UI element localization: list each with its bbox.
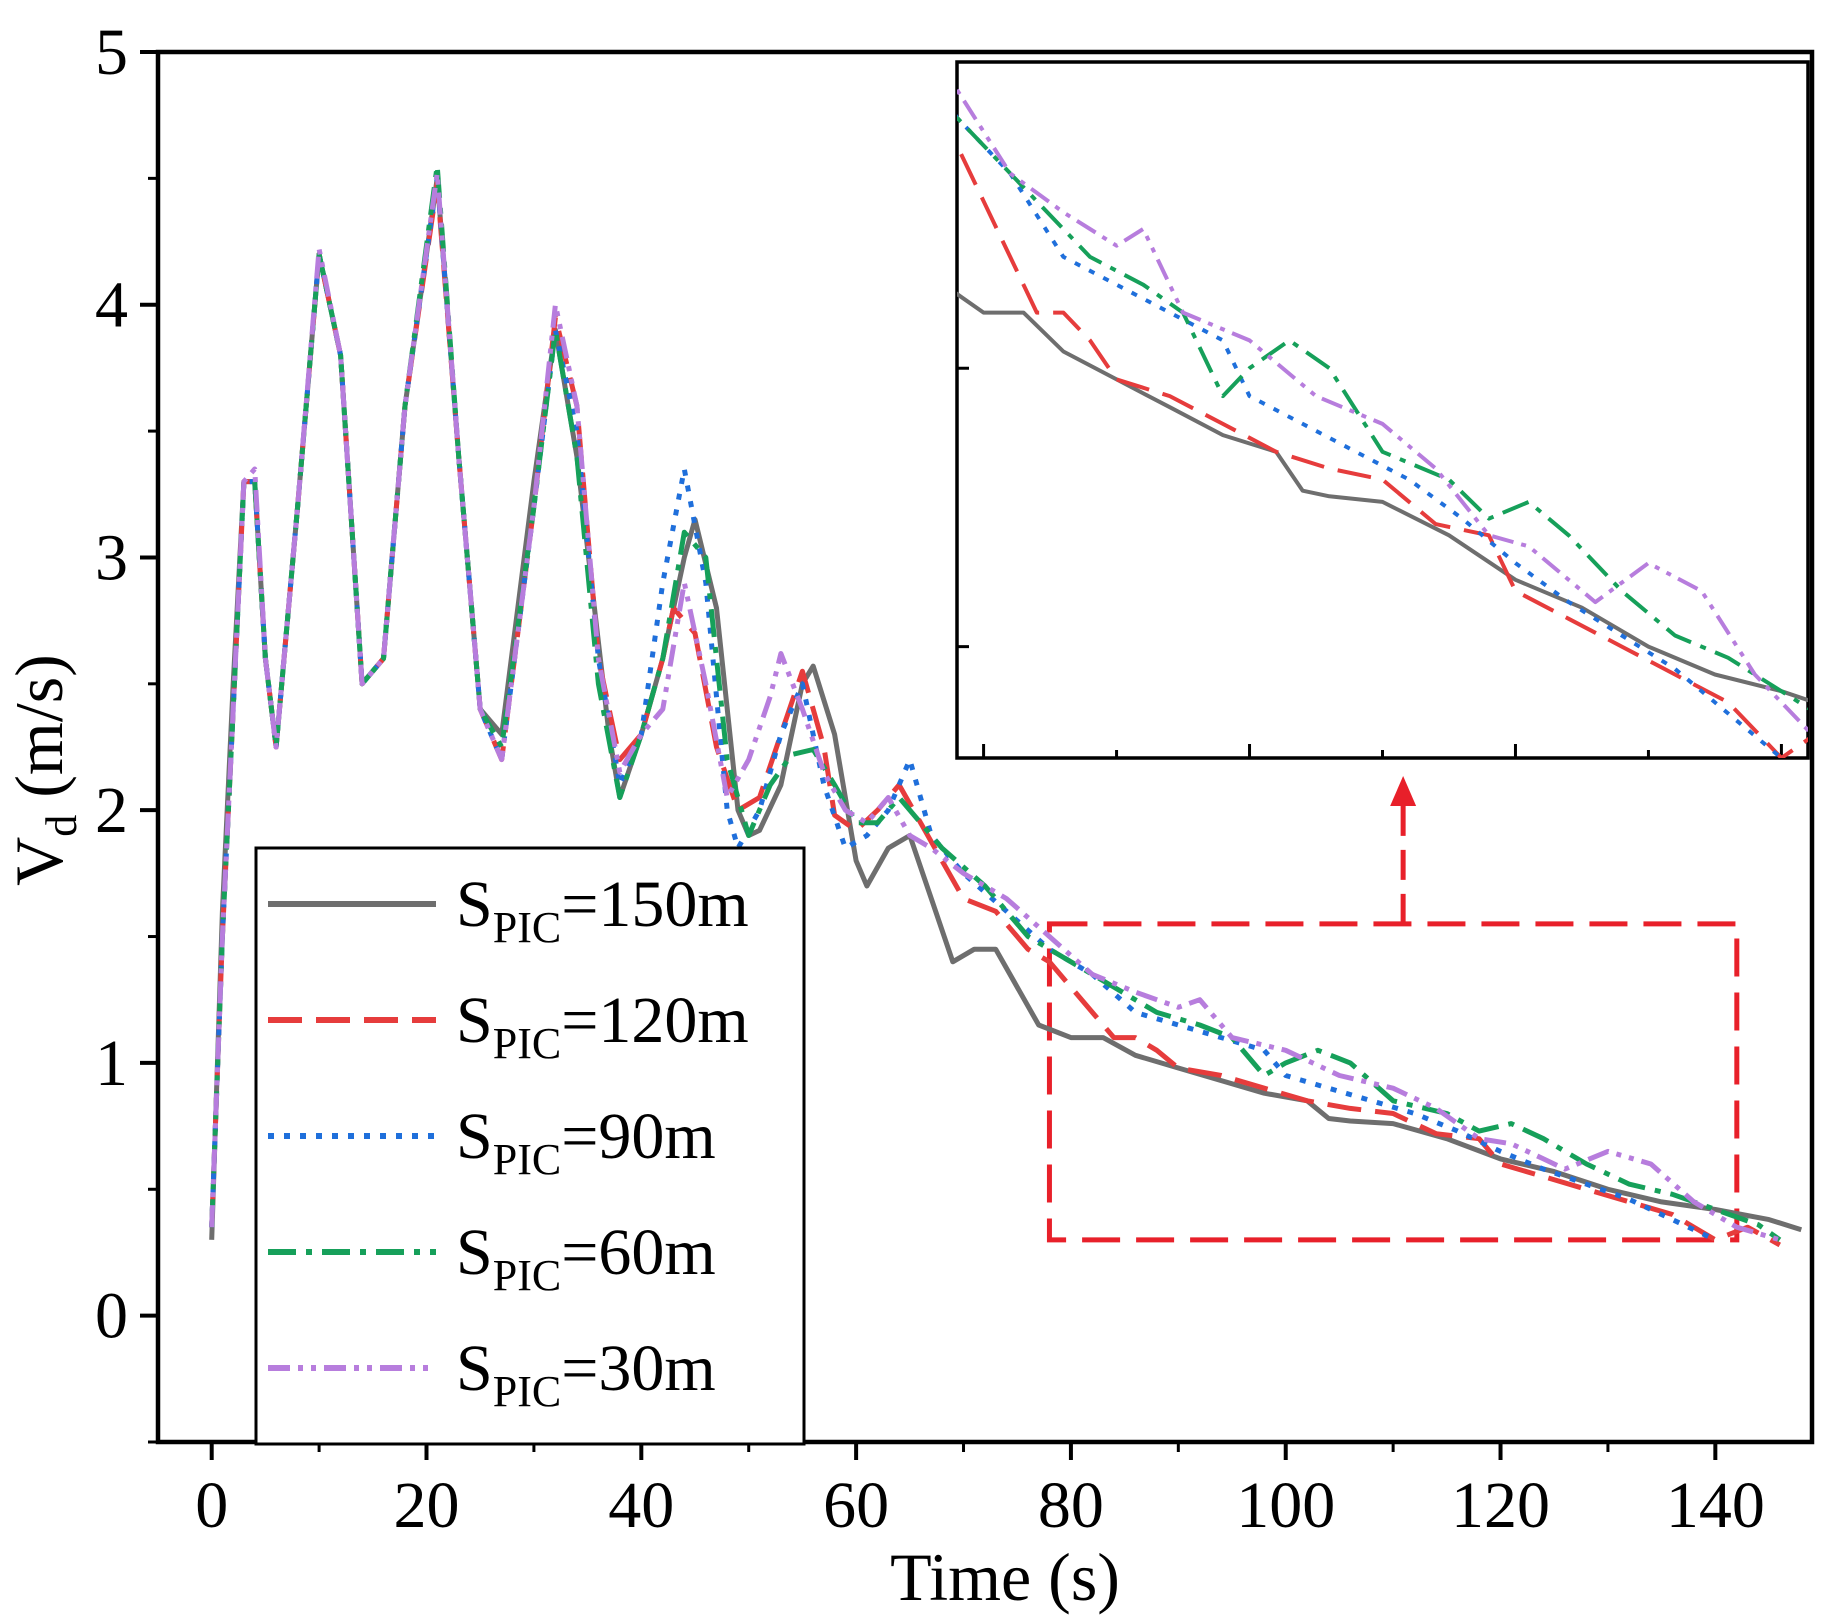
y-tick-label: 0 — [95, 1280, 128, 1353]
legend-label-5: SPIC=30m — [456, 1332, 716, 1416]
zoom-arrow-head — [1390, 776, 1417, 806]
x-tick-label: 120 — [1451, 1469, 1550, 1542]
y-axis-label: Vd (m/s) — [1, 654, 86, 886]
y-axis-label-main: V — [1, 837, 77, 886]
legend: SPIC=150mSPIC=120mSPIC=90mSPIC=60mSPIC=3… — [254, 846, 806, 1446]
inset-series-line-2 — [957, 142, 1808, 758]
legend-label-rest: =60m — [561, 1216, 716, 1289]
legend-label-rest: =120m — [561, 984, 749, 1057]
y-axis-label-unit: (m/s) — [1, 654, 77, 815]
inset-series-line-1 — [957, 291, 1808, 703]
x-tick-label: 60 — [823, 1469, 889, 1542]
inset-series-layer — [957, 86, 1808, 758]
legend-label-1: SPIC=150m — [456, 868, 749, 952]
x-axis-label: Time (s) — [890, 1539, 1120, 1615]
inset-frame — [955, 60, 1810, 760]
legend-label-main: S — [456, 1332, 493, 1405]
series-line-2 — [209, 180, 1782, 1248]
legend-label-sub: PIC — [493, 903, 561, 952]
x-tick-label: 80 — [1038, 1469, 1104, 1542]
tick-labels: 0 20 40 60 80 100 120 140 0 1 2 3 4 5 — [95, 16, 1765, 1542]
inset-series-line-3 — [957, 113, 1783, 758]
legend-label-main: S — [456, 868, 493, 941]
legend-label-main: S — [456, 984, 493, 1057]
x-tick-label: 40 — [608, 1469, 674, 1542]
legend-box — [254, 846, 806, 1446]
x-tick-label: 140 — [1666, 1469, 1765, 1542]
legend-label-2: SPIC=120m — [456, 984, 749, 1068]
zoom-region-box — [1046, 776, 1740, 1243]
x-tick-label: 0 — [195, 1469, 228, 1542]
plot-frame — [155, 49, 1815, 1445]
legend-label-main: S — [456, 1100, 493, 1173]
legend-label-sub: PIC — [493, 1019, 561, 1068]
inset-panel — [955, 60, 1810, 760]
axes — [140, 49, 1815, 1460]
y-tick-label: 3 — [95, 521, 128, 594]
legend-label-sub: PIC — [493, 1251, 561, 1300]
legend-label-sub: PIC — [493, 1135, 561, 1184]
zoom-region-rect — [1046, 921, 1740, 1243]
inset-series-line-5 — [957, 86, 1808, 733]
x-tick-label: 100 — [1236, 1469, 1335, 1542]
legend-label-main: S — [456, 1216, 493, 1289]
legend-label-sub: PIC — [493, 1367, 561, 1416]
y-tick-label: 4 — [95, 269, 128, 342]
inset-series-line-4 — [957, 114, 1808, 711]
series-line-5 — [209, 170, 1781, 1243]
legend-label-rest: =90m — [561, 1100, 716, 1173]
y-axis-label-sub: d — [37, 815, 86, 837]
legend-label-4: SPIC=60m — [456, 1216, 716, 1300]
legend-label-rest: =30m — [561, 1332, 716, 1405]
legend-label-rest: =150m — [561, 868, 749, 941]
x-tick-label: 20 — [394, 1469, 460, 1542]
legend-label-3: SPIC=90m — [456, 1100, 716, 1184]
y-tick-label: 1 — [95, 1027, 128, 1100]
series-layer — [209, 163, 1803, 1248]
y-tick-label: 2 — [95, 774, 128, 847]
y-tick-label: 5 — [95, 16, 128, 89]
